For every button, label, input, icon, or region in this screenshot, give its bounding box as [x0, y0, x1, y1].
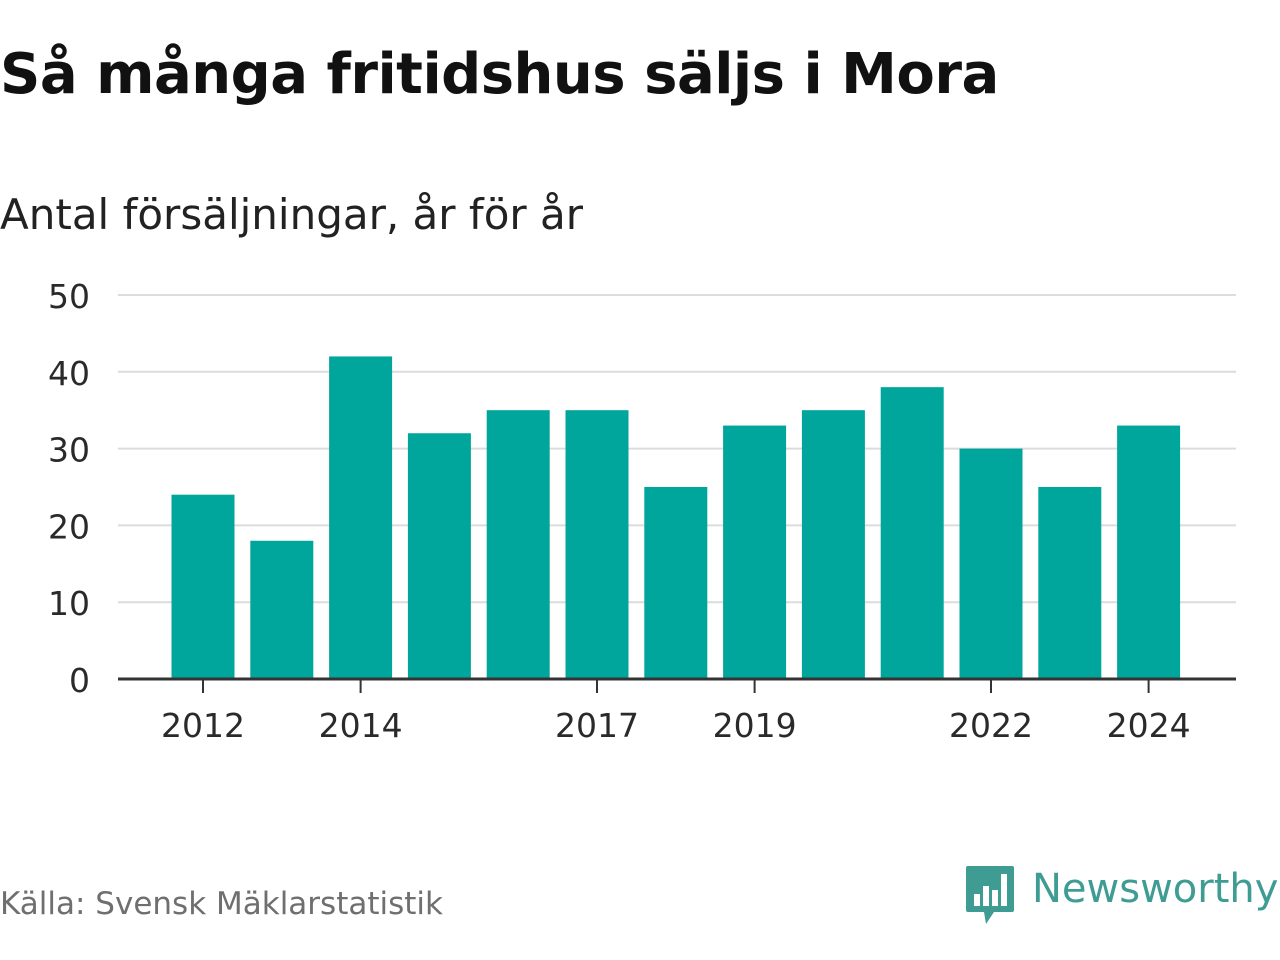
bar-2016 [486, 410, 550, 679]
bar-2023 [1038, 487, 1102, 679]
x-tick-label: 2014 [319, 706, 403, 745]
y-tick-label: 20 [48, 507, 90, 546]
bars [171, 356, 1181, 679]
bar-2017 [565, 410, 629, 679]
y-tick-label: 0 [69, 661, 90, 700]
x-tick-label: 2022 [949, 706, 1033, 745]
bar-2013 [250, 540, 314, 679]
bar-2018 [644, 487, 708, 679]
brand-logo: Newsworthy [964, 864, 1280, 928]
x-tick-label: 2012 [161, 706, 245, 745]
bar-2022 [959, 448, 1023, 679]
bar-2012 [171, 494, 235, 679]
x-axis [118, 677, 1236, 693]
x-tick-label: 2017 [555, 706, 639, 745]
bar-2019 [723, 425, 787, 679]
chart-subtitle: Antal försäljningar, år för år [0, 190, 584, 239]
bar-chart: 0 10 20 30 40 50 2012 2014 2017 2019 2022 2024 [48, 277, 1236, 745]
y-axis-labels: 0 10 20 30 40 50 [48, 277, 90, 700]
x-tick-label: 2024 [1107, 706, 1191, 745]
y-tick-label: 10 [48, 584, 90, 623]
bar-2024 [1117, 425, 1181, 679]
bar-2020 [801, 410, 865, 679]
chart-title: Så många fritidshus säljs i Mora [0, 42, 999, 107]
bar-2021 [880, 387, 944, 679]
bar-chart-speech-bubble-icon [966, 866, 1014, 924]
x-tick-label: 2019 [713, 706, 797, 745]
bar-2014 [329, 356, 393, 679]
brand-name: Newsworthy [1032, 866, 1279, 912]
bar-2015 [407, 433, 471, 679]
y-tick-label: 30 [48, 431, 90, 470]
y-tick-label: 40 [48, 354, 90, 393]
y-tick-label: 50 [48, 277, 90, 316]
source-note: Källa: Svensk Mäklarstatistik [0, 886, 443, 922]
x-axis-labels: 2012 2014 2017 2019 2022 2024 [161, 706, 1191, 745]
